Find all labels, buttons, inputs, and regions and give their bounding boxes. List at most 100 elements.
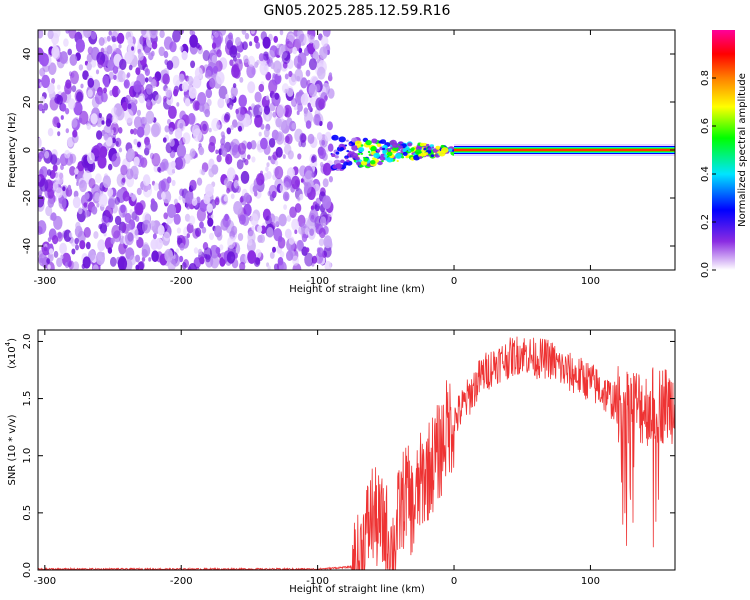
noise-blob bbox=[86, 152, 95, 165]
noise-blob bbox=[328, 72, 333, 78]
noise-blob bbox=[195, 42, 200, 49]
noise-blob bbox=[242, 41, 248, 51]
noise-blob bbox=[111, 224, 121, 239]
noise-blob bbox=[319, 161, 324, 168]
noise-blob bbox=[279, 30, 284, 36]
noise-blob bbox=[202, 50, 210, 62]
carrier-band bbox=[454, 149, 675, 151]
spectrogram-y-tick-label: 20 bbox=[22, 96, 33, 109]
transition-blob bbox=[381, 160, 384, 163]
noise-blob bbox=[148, 76, 153, 83]
noise-blob bbox=[316, 132, 323, 141]
snr-x-tick-label: 0 bbox=[451, 576, 457, 587]
noise-blob bbox=[231, 225, 238, 236]
noise-blob bbox=[216, 154, 222, 163]
noise-blob bbox=[207, 217, 214, 227]
noise-blob bbox=[57, 131, 61, 137]
snr-background bbox=[38, 330, 675, 570]
noise-blob bbox=[47, 264, 51, 270]
noise-blob bbox=[111, 43, 117, 51]
noise-blob bbox=[39, 178, 49, 192]
noise-blob bbox=[311, 171, 316, 178]
transition-blob bbox=[360, 160, 368, 166]
noise-blob bbox=[194, 67, 203, 80]
noise-blob bbox=[50, 212, 57, 222]
noise-blob bbox=[57, 232, 62, 239]
noise-blob bbox=[136, 187, 142, 196]
noise-blob bbox=[135, 235, 139, 241]
noise-blob bbox=[56, 94, 63, 105]
noise-blob bbox=[238, 94, 247, 108]
noise-blob bbox=[161, 158, 169, 170]
noise-blob bbox=[206, 203, 213, 213]
noise-blob bbox=[192, 124, 200, 137]
transition-blob bbox=[437, 151, 440, 154]
noise-blob bbox=[145, 141, 152, 151]
colorbar-ticks: 0.0 0.2 0.4 0.6 0.8 bbox=[700, 70, 716, 278]
noise-blob bbox=[217, 97, 225, 109]
noise-blob bbox=[209, 232, 214, 241]
noise-blob bbox=[117, 256, 128, 270]
noise-blob bbox=[69, 153, 77, 164]
noise-blob bbox=[266, 171, 272, 180]
noise-blob bbox=[322, 178, 329, 188]
noise-blob bbox=[294, 229, 298, 235]
spectrogram-y-tick-label: 40 bbox=[22, 48, 33, 61]
noise-blob bbox=[179, 45, 184, 52]
noise-blob bbox=[118, 242, 127, 255]
snr-y-tick-label: 1.0 bbox=[22, 448, 33, 464]
noise-blob bbox=[53, 250, 59, 258]
noise-blob bbox=[161, 192, 166, 200]
noise-blob bbox=[151, 153, 161, 167]
noise-blob bbox=[322, 195, 332, 210]
noise-blob bbox=[59, 51, 68, 64]
noise-blob bbox=[190, 60, 196, 69]
noise-blob bbox=[203, 247, 212, 260]
noise-blob bbox=[209, 135, 217, 146]
noise-blob bbox=[224, 177, 230, 187]
noise-blob bbox=[291, 175, 301, 190]
noise-blob bbox=[269, 251, 275, 259]
noise-blob bbox=[169, 138, 175, 147]
noise-blob bbox=[193, 247, 199, 254]
noise-blob bbox=[149, 220, 157, 231]
snr-y-tick-label: 1.5 bbox=[22, 391, 33, 407]
noise-blob bbox=[152, 233, 157, 240]
noise-blob bbox=[87, 77, 95, 88]
snr-x-tick-label: 100 bbox=[581, 576, 600, 587]
noise-blob bbox=[55, 187, 63, 199]
noise-blob bbox=[134, 215, 140, 222]
noise-blob bbox=[309, 208, 319, 223]
noise-blob bbox=[168, 127, 174, 135]
noise-blob bbox=[274, 160, 279, 166]
noise-blob bbox=[67, 184, 72, 190]
noise-blob bbox=[259, 61, 269, 76]
noise-blob bbox=[122, 190, 130, 202]
spectrogram-x-tick-label: -300 bbox=[33, 276, 56, 287]
transition-blob bbox=[331, 153, 336, 157]
noise-blob bbox=[229, 104, 233, 110]
noise-blob bbox=[126, 223, 132, 231]
noise-blob bbox=[181, 50, 188, 61]
noise-blob bbox=[72, 261, 80, 270]
noise-blob bbox=[104, 47, 108, 53]
noise-blob bbox=[253, 35, 259, 44]
noise-blob bbox=[65, 30, 70, 34]
noise-blob bbox=[291, 122, 296, 130]
noise-blob bbox=[169, 41, 177, 53]
noise-blob bbox=[212, 65, 219, 74]
noise-blob bbox=[75, 244, 79, 251]
noise-blob bbox=[98, 112, 103, 119]
noise-blob bbox=[136, 237, 144, 249]
noise-blob bbox=[301, 233, 308, 243]
noise-blob bbox=[328, 176, 333, 183]
noise-blob bbox=[65, 108, 70, 115]
noise-blob bbox=[237, 233, 244, 241]
noise-blob bbox=[239, 261, 246, 270]
noise-blob bbox=[78, 207, 83, 215]
noise-blob bbox=[304, 111, 313, 125]
noise-blob bbox=[73, 190, 79, 198]
noise-blob bbox=[146, 99, 151, 107]
noise-blob bbox=[64, 149, 71, 159]
noise-blob bbox=[108, 163, 113, 171]
